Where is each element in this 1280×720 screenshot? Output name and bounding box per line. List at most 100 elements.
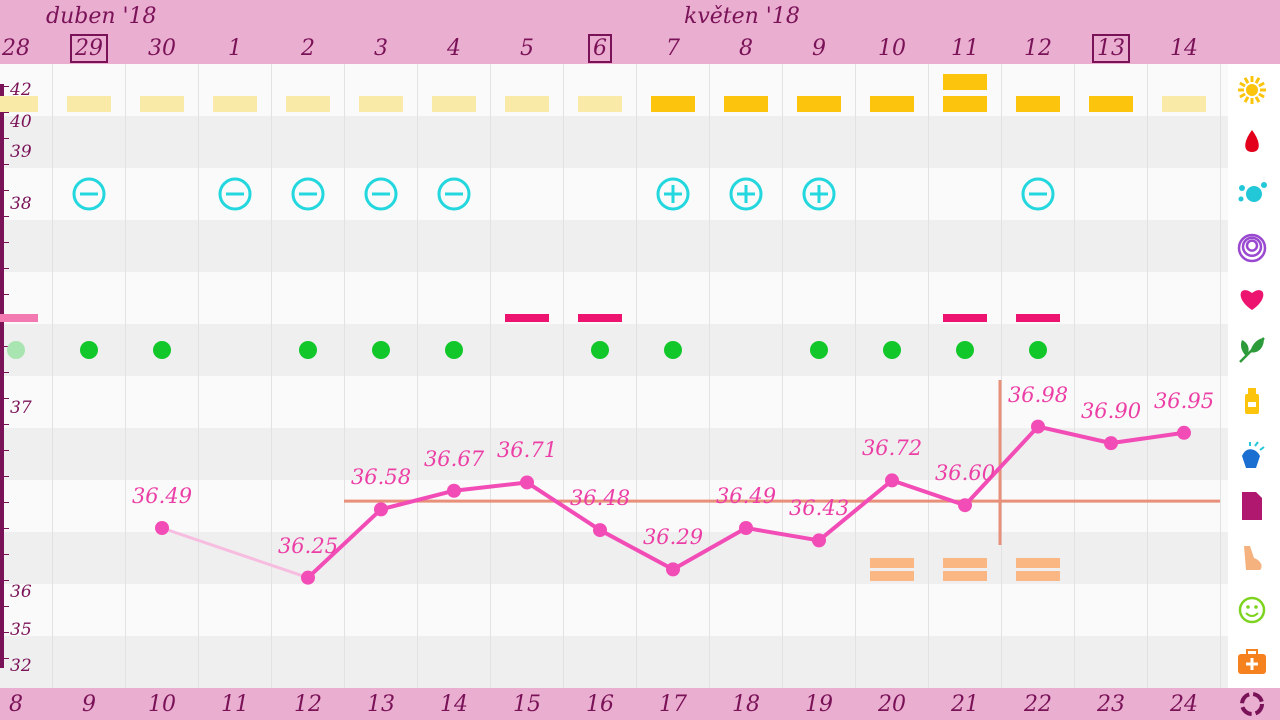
day-number: 6 [588,34,612,63]
bleeding-mark[interactable] [0,314,38,322]
day-label[interactable]: 2 [288,36,328,62]
sun-mark[interactable] [943,74,987,90]
sun-mark[interactable] [0,96,38,112]
day-label[interactable]: 6 [580,34,620,63]
temperature-scale: 42 40 39 38 37 36 35 32 [0,64,40,688]
skin-mark[interactable] [943,558,987,568]
sun-mark[interactable] [213,96,257,112]
day-label[interactable]: 28 [0,36,36,62]
dot-mark[interactable] [7,341,25,359]
scale-tick [4,476,9,477]
day-label[interactable]: 3 [361,36,401,62]
sun-mark[interactable] [67,96,111,112]
sun-mark[interactable] [578,96,622,112]
temperature-point[interactable] [520,475,534,490]
test-negative-icon[interactable] [291,177,325,211]
test-negative-icon[interactable] [437,177,471,211]
day-label[interactable]: 8 [726,36,766,62]
skin-mark[interactable] [870,558,914,568]
sun-mark[interactable] [1162,96,1206,112]
cycle-day-label: 16 [586,692,614,717]
temperature-point[interactable] [885,473,899,488]
test-negative-icon[interactable] [1021,177,1055,211]
temperature-point[interactable] [155,521,169,535]
dot-mark[interactable] [810,341,828,359]
test-negative-icon[interactable] [72,177,106,211]
sun-mark[interactable] [1016,96,1060,112]
dot-mark[interactable] [956,341,974,359]
dot-mark[interactable] [883,341,901,359]
day-label[interactable]: 10 [872,36,912,62]
test-positive-icon[interactable] [656,177,690,211]
day-label[interactable]: 9 [799,36,839,62]
dot-mark[interactable] [153,341,171,359]
day-label[interactable]: 1 [215,36,255,62]
temperature-point[interactable] [1031,419,1045,434]
temperature-point[interactable] [1177,425,1191,440]
test-positive-icon[interactable] [802,177,836,211]
day-label[interactable]: 7 [653,36,693,62]
day-number: 12 [1024,36,1052,61]
sun-mark[interactable] [140,96,184,112]
day-number: 13 [1092,34,1130,63]
dot-mark[interactable] [591,341,609,359]
sun-mark[interactable] [359,96,403,112]
skin-mark[interactable] [1016,571,1060,581]
test-negative-icon[interactable] [364,177,398,211]
sun-mark[interactable] [943,96,987,112]
test-negative-icon[interactable] [218,177,252,211]
day-label[interactable]: 11 [945,36,985,62]
sun-mark[interactable] [797,96,841,112]
sun-mark[interactable] [724,96,768,112]
sun-mark[interactable] [870,96,914,112]
temperature-label: 36.71 [496,438,558,463]
temperature-point[interactable] [447,483,461,498]
temperature-point[interactable] [593,523,607,538]
dot-mark[interactable] [1029,341,1047,359]
temperature-point[interactable] [812,533,826,548]
day-label[interactable]: 13 [1091,34,1131,63]
temperature-point[interactable] [1104,436,1118,451]
temperature-point[interactable] [301,570,315,585]
test-positive-icon[interactable] [729,177,763,211]
skin-mark[interactable] [870,571,914,581]
sun-mark[interactable] [286,96,330,112]
dot-mark[interactable] [80,341,98,359]
column-line [125,64,126,688]
column-line [563,64,564,688]
skin-mark[interactable] [1016,558,1060,568]
bleeding-mark[interactable] [578,314,622,322]
cycle-day-label: 21 [951,692,979,717]
dot-mark[interactable] [445,341,463,359]
day-label[interactable]: 4 [434,36,474,62]
chart-canvas[interactable] [0,0,1230,720]
skin-mark[interactable] [943,571,987,581]
scale-tick [4,164,9,165]
sun-mark[interactable] [432,96,476,112]
sun-mark[interactable] [1089,96,1133,112]
column-line [1074,64,1075,688]
day-label[interactable]: 30 [142,36,182,62]
bleeding-mark[interactable] [1016,314,1060,322]
temperature-point[interactable] [666,562,680,577]
dot-mark[interactable] [372,341,390,359]
dot-mark[interactable] [299,341,317,359]
sun-mark[interactable] [651,96,695,112]
dot-mark[interactable] [664,341,682,359]
scale-label: 39 [10,142,32,162]
day-label[interactable]: 12 [1018,36,1058,62]
day-label[interactable]: 14 [1164,36,1204,62]
scale-label: 38 [10,194,32,214]
temperature-point[interactable] [958,498,972,513]
day-label[interactable]: 5 [507,36,547,62]
bleeding-mark[interactable] [943,314,987,322]
cycle-day-label: 23 [1097,692,1125,717]
day-number: 8 [739,36,753,61]
temperature-segment [525,480,602,532]
bleeding-mark[interactable] [505,314,549,322]
sun-mark[interactable] [505,96,549,112]
temperature-point[interactable] [739,521,753,535]
temperature-point[interactable] [374,502,388,517]
temperature-label: 36.90 [1080,399,1142,424]
day-label[interactable]: 29 [69,34,109,63]
